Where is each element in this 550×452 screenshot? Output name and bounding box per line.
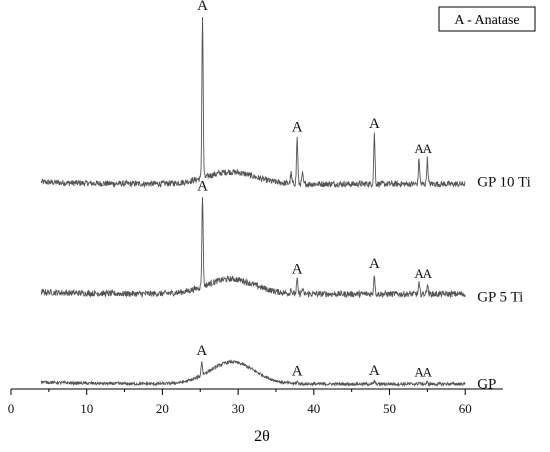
peak-label: A [196, 343, 207, 359]
peak-label: A [292, 364, 303, 380]
legend-box [438, 6, 536, 32]
x-tick-label: 0 [8, 401, 15, 416]
x-axis-label: 2θ [254, 428, 270, 445]
peak-label: A [423, 141, 433, 156]
series-name-label: GP [477, 377, 496, 393]
peak-label: A [369, 363, 380, 379]
peak-label: A [292, 120, 303, 136]
peak-label: A [414, 365, 424, 380]
peak-label: A [423, 365, 433, 380]
series-name-label: GP 10 Ti [477, 174, 531, 190]
x-axis: 0 10 20 30 40 50 60 [8, 388, 503, 416]
x-tick-label: 50 [383, 401, 396, 416]
x-tick-label: 10 [80, 401, 93, 416]
series-layer [40, 16, 466, 388]
x-tick-label: 20 [156, 401, 169, 416]
series-line-gp-5-ti [40, 197, 466, 299]
x-tick-label: 60 [459, 401, 472, 416]
series-name-label: GP 5 Ti [477, 290, 523, 306]
peak-label: A [369, 116, 380, 132]
peak-label: A [423, 266, 433, 281]
peak-label: A [197, 178, 208, 194]
peak-label: A [292, 262, 303, 278]
peak-label: A [414, 266, 424, 281]
peak-label: A [414, 141, 424, 156]
legend: A - Anatase [438, 6, 536, 32]
series-line-gp-10-ti [40, 16, 466, 189]
x-tick-label: 40 [307, 401, 320, 416]
legend-text: A - Anatase [454, 13, 519, 28]
x-tick-label: 30 [232, 401, 245, 416]
series-line-gp [40, 359, 466, 388]
peak-label: A [369, 256, 380, 272]
peak-label: A [197, 0, 208, 14]
